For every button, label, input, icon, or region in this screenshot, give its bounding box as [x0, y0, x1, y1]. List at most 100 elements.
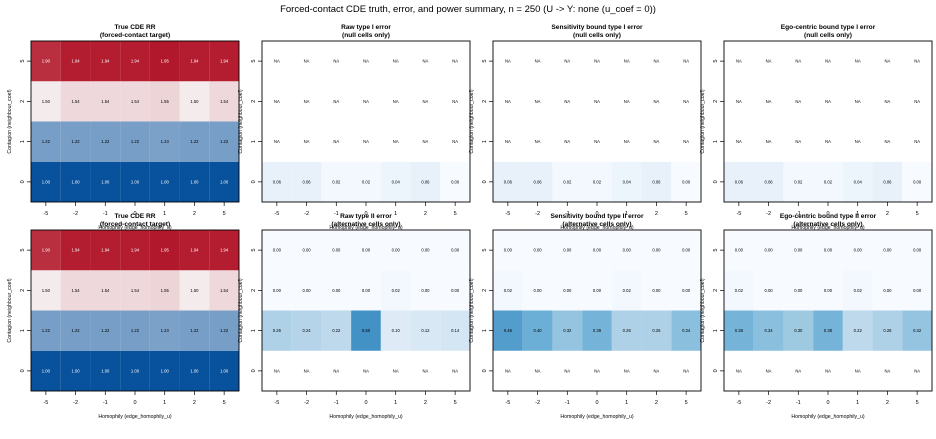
- heatmap-cell: [410, 230, 441, 271]
- y-tick-label: 5: [251, 249, 257, 252]
- y-tick-label: 2: [713, 289, 719, 292]
- x-tick-label: 5: [454, 400, 457, 406]
- cell-label: NA: [594, 368, 600, 373]
- cell-label: 0.26: [273, 328, 282, 333]
- heatmap-cell: [582, 161, 612, 202]
- heatmap-cell: [842, 81, 873, 122]
- heatmap-cell: [351, 350, 381, 391]
- heatmap-cell: [552, 350, 583, 391]
- heatmap-cell: [753, 121, 784, 162]
- x-tick-label: 5: [685, 211, 688, 217]
- cell-label: 0.02: [824, 179, 833, 184]
- heatmap-cell: [60, 310, 91, 351]
- x-tick-label: 2: [886, 211, 889, 217]
- heatmap-cell: [724, 310, 754, 351]
- heatmap-cell: [671, 270, 701, 311]
- heatmap-panel: True CDE RR(forced-contact target)1.00 1.…: [7, 24, 240, 231]
- cell-label: NA: [423, 59, 429, 64]
- heatmap-cell: [209, 121, 239, 162]
- cell-label: NA: [535, 368, 541, 373]
- heatmap-cell: [31, 121, 61, 162]
- heatmap-cell: [120, 310, 150, 351]
- x-axis-label: Homophily (edge_homophily_u): [791, 225, 865, 231]
- cell-label: 0.00: [913, 179, 922, 184]
- x-tick-label: -1: [334, 211, 339, 217]
- heatmap-cell: [611, 41, 642, 82]
- cell-label: 1.50: [190, 99, 199, 104]
- x-tick-label: -1: [103, 400, 108, 406]
- cell-label: NA: [594, 59, 600, 64]
- cell-label: NA: [393, 368, 399, 373]
- cell-label: NA: [683, 59, 689, 64]
- x-tick-label: -5: [43, 211, 48, 217]
- cell-label: NA: [914, 368, 920, 373]
- cell-label: NA: [914, 99, 920, 104]
- heatmap-cell: [783, 81, 814, 122]
- cell-label: NA: [885, 59, 891, 64]
- cell-label: 0.00: [451, 179, 460, 184]
- cell-label: 1.50: [190, 288, 199, 293]
- cell-label: NA: [914, 139, 920, 144]
- heatmap-cell: [724, 41, 754, 82]
- heatmap-cell: [872, 270, 903, 311]
- cell-label: 0.00: [764, 248, 773, 253]
- x-tick-label: -2: [73, 211, 78, 217]
- x-tick-label: 2: [886, 400, 889, 406]
- cell-label: 0.06: [883, 179, 892, 184]
- cell-label: 0.00: [652, 248, 661, 253]
- x-axis-label: Homophily (edge_homophily_u): [98, 414, 172, 420]
- heatmap-cell: [902, 350, 932, 391]
- cell-label: 1.22: [190, 328, 199, 333]
- heatmap-cell: [582, 41, 612, 82]
- x-tick-label: 2: [655, 400, 658, 406]
- x-tick-label: 1: [163, 400, 166, 406]
- heatmap-cell: [149, 310, 180, 351]
- cell-label: NA: [304, 368, 310, 373]
- heatmap-cell: [321, 310, 352, 351]
- heatmap-cell: [724, 350, 754, 391]
- heatmap-cell: [60, 230, 91, 271]
- heatmap-cell: [31, 41, 61, 82]
- cell-label: 1.54: [101, 288, 110, 293]
- heatmap-panel: Raw type I error(null cells only) 0.06 0.0…: [238, 24, 471, 231]
- heatmap-cell: [90, 270, 121, 311]
- cell-label: NA: [535, 139, 541, 144]
- heatmap-cell: [611, 310, 642, 351]
- cell-label: 0.00: [421, 288, 430, 293]
- y-axis-label: Contagion (neighbour_coef): [700, 89, 706, 154]
- cell-label: 1.00: [161, 368, 170, 373]
- heatmap-panel: Ego-centric bound type II error(alternat…: [700, 213, 933, 420]
- cell-label: NA: [885, 139, 891, 144]
- cell-label: 1.55: [161, 288, 170, 293]
- heatmap-cell: [582, 350, 612, 391]
- heatmap-cell: [351, 81, 381, 122]
- cell-label: 1.54: [71, 288, 80, 293]
- y-tick-label: 2: [713, 100, 719, 103]
- panel-title: True CDE RR: [114, 24, 155, 31]
- cell-label: NA: [683, 139, 689, 144]
- y-tick-label: 2: [251, 289, 257, 292]
- heatmap-cell: [813, 121, 843, 162]
- heatmap-cell: [724, 161, 754, 202]
- cell-label: 1.54: [220, 99, 229, 104]
- x-tick-label: -2: [73, 400, 78, 406]
- x-tick-label: -1: [796, 400, 801, 406]
- cell-label: NA: [855, 139, 861, 144]
- heatmap-cell: [351, 270, 381, 311]
- heatmap-cell: [179, 310, 210, 351]
- heatmap-cell: [842, 310, 873, 351]
- heatmap-cell: [321, 81, 352, 122]
- heatmap-cell: [552, 161, 583, 202]
- heatmap-cell: [90, 41, 121, 82]
- heatmap-cell: [783, 41, 814, 82]
- cell-label: 0.00: [883, 248, 892, 253]
- panel-subtitle: (null cells only): [342, 32, 390, 39]
- heatmap-cell: [582, 310, 612, 351]
- heatmap-cell: [120, 161, 150, 202]
- heatmap-cell: [440, 161, 470, 202]
- x-tick-label: -5: [505, 211, 510, 217]
- x-tick-label: -1: [334, 400, 339, 406]
- cell-label: 0.00: [273, 248, 282, 253]
- x-axis-label: Homophily (edge_homophily_u): [98, 225, 172, 231]
- heatmap-cell: [582, 121, 612, 162]
